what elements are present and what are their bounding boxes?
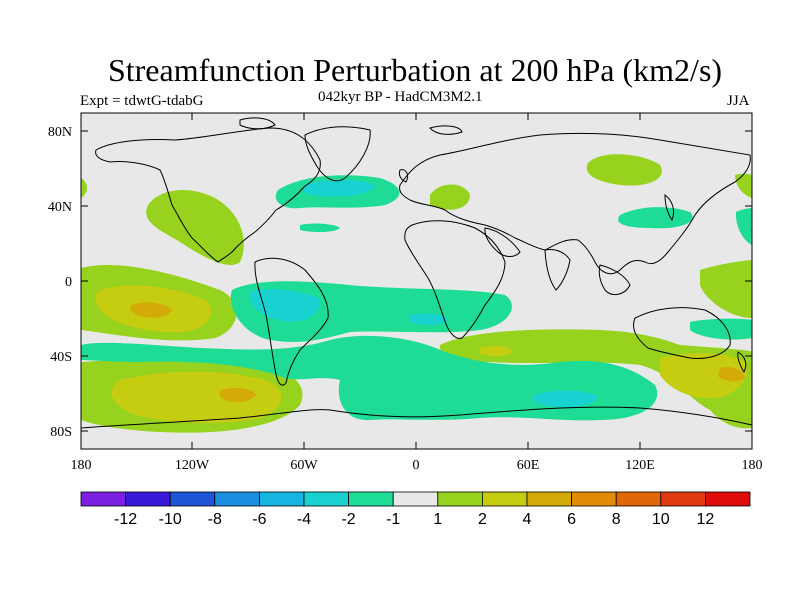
y-tick-label: 40N [48,200,72,215]
colorbar-box [615,491,662,507]
colorbar-box [660,491,706,507]
colorbar [80,491,751,507]
x-tick-label: 180 [71,458,92,473]
x-axis-labels: 180 120W 60W 0 60E 120E 180 [71,458,763,473]
coastlines [81,117,752,429]
y-tick-label: 0 [65,275,72,290]
colorbar-label: 10 [652,511,670,528]
colorbar-label: 4 [523,511,532,528]
y-tick-label: 40S [50,350,72,365]
colorbar-box [169,491,216,507]
map-title: Streamfunction Perturbation at 200 hPa (… [107,52,723,88]
x-axis-ticks [191,113,641,449]
period-label: 042kyr BP - HadCM3M2.1 [318,89,483,105]
contour-fill [81,154,752,433]
colorbar-label: 6 [567,511,576,528]
colorbar-label: -12 [114,511,137,528]
colorbar-box [437,491,483,507]
colorbar-box [125,491,171,507]
colorbar-label: 8 [612,511,621,528]
colorbar-labels: -12 -10 -8 -6 -4 -2 -1 1 2 4 6 8 10 12 [114,511,714,528]
colorbar-label: 2 [478,511,487,528]
experiment-label: Expt = tdwtG-tdabG [80,93,204,109]
colorbar-label: -8 [208,511,222,528]
colorbar-box [258,491,305,507]
x-tick-label: 60W [290,458,318,473]
colorbar-label: 12 [697,511,715,528]
colorbar-box [348,491,394,507]
x-tick-label: 180 [742,458,763,473]
y-axis-labels: 80N 40N 0 40S 80S [48,125,72,440]
season-label: JJA [727,93,750,109]
colorbar-label: -1 [386,511,400,528]
y-tick-label: 80S [50,425,72,440]
colorbar-box [303,491,349,507]
y-axis-ticks [81,130,752,432]
y-tick-label: 80N [48,125,72,140]
x-tick-label: 120E [625,458,655,473]
colorbar-label: -10 [159,511,182,528]
colorbar-box [214,491,260,507]
x-tick-label: 60E [517,458,540,473]
colorbar-label: -4 [297,511,311,528]
colorbar-box [392,491,439,507]
colorbar-box [705,491,751,507]
colorbar-label: -2 [341,511,355,528]
colorbar-box [526,491,572,507]
colorbar-box [571,491,617,507]
x-tick-label: 120W [175,458,210,473]
colorbar-label: -6 [252,511,266,528]
colorbar-box [481,491,528,507]
colorbar-box [80,491,126,507]
x-tick-label: 0 [413,458,420,473]
colorbar-label: 1 [433,511,442,528]
